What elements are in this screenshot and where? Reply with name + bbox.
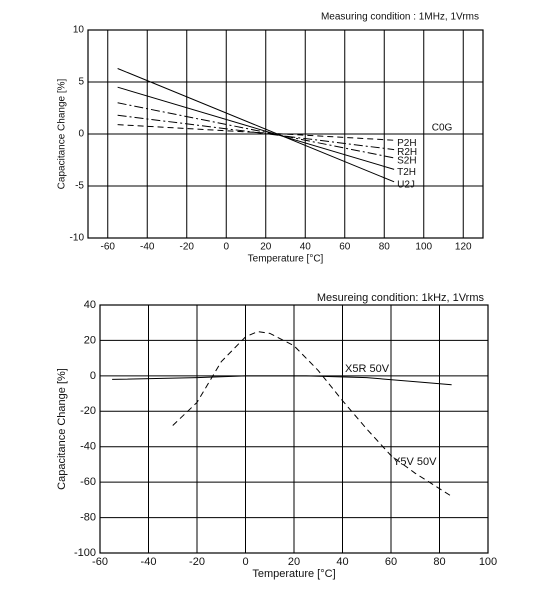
- y-tick-label: 20: [84, 334, 96, 346]
- y-tick-label: -100: [74, 547, 96, 559]
- y-axis-label: Capacitance Change [%]: [56, 368, 68, 490]
- y-tick-label: -20: [80, 405, 96, 417]
- y-tick-label: -10: [70, 233, 85, 244]
- x-tick-label: 60: [339, 242, 351, 253]
- x-tick-label: 120: [455, 242, 472, 253]
- x-tick-label: 0: [242, 556, 248, 568]
- plot-frame: [99, 304, 489, 554]
- y-axis-label: Capacitance Change [%]: [57, 78, 68, 189]
- y-tick-label: 10: [73, 25, 85, 36]
- x-tick-label: 20: [260, 242, 272, 253]
- series-line: [117, 124, 395, 141]
- y-tick-label: 0: [90, 370, 96, 382]
- x-tick-label: -40: [141, 556, 157, 568]
- series-label: P2H: [397, 138, 416, 149]
- x-tick-label: 20: [288, 556, 300, 568]
- series-label: Y5V 50V: [393, 456, 437, 468]
- series-label: R2H: [397, 147, 417, 158]
- x-tick-label: 100: [479, 556, 497, 568]
- x-tick-label: -60: [92, 556, 108, 568]
- annotation: Mesureing condition: 1kHz, 1Vrms: [317, 292, 485, 304]
- x-tick-label: 40: [300, 242, 312, 253]
- series-label: S2H: [397, 156, 416, 167]
- y-tick-label: -80: [80, 511, 96, 523]
- plot-frame: [87, 29, 484, 239]
- x-tick-label: 80: [379, 242, 391, 253]
- x-tick-label: -40: [140, 242, 155, 253]
- series-label: T2H: [397, 167, 416, 178]
- annotation: Measuring condition : 1MHz, 1Vrms: [321, 12, 479, 23]
- x-tick-label: 100: [415, 242, 432, 253]
- y-tick-label: -5: [75, 181, 84, 192]
- series-label: X5R 50V: [345, 363, 390, 375]
- series-label: U2J: [397, 179, 415, 190]
- x-tick-label: 80: [433, 556, 445, 568]
- series-line: [112, 375, 452, 386]
- series-line: [172, 331, 452, 497]
- x-tick-label: 60: [385, 556, 397, 568]
- group-label: C0G: [432, 123, 453, 134]
- x-tick-label: -20: [180, 242, 195, 253]
- y-tick-label: -60: [80, 476, 96, 488]
- y-tick-label: 40: [84, 299, 96, 311]
- series-line: [117, 114, 395, 151]
- series-line: [117, 102, 395, 159]
- y-tick-label: 0: [78, 129, 84, 140]
- x-tick-label: -60: [101, 242, 116, 253]
- x-axis-label: Temperature [°C]: [248, 254, 324, 265]
- x-tick-label: -20: [189, 556, 205, 568]
- x-tick-label: 40: [336, 556, 348, 568]
- series-line: [117, 86, 395, 170]
- x-axis-label: Temperature [°C]: [252, 568, 335, 580]
- y-tick-label: -40: [80, 441, 96, 453]
- series-line: [117, 68, 395, 183]
- y-tick-label: 5: [78, 77, 84, 88]
- x-tick-label: 0: [223, 242, 229, 253]
